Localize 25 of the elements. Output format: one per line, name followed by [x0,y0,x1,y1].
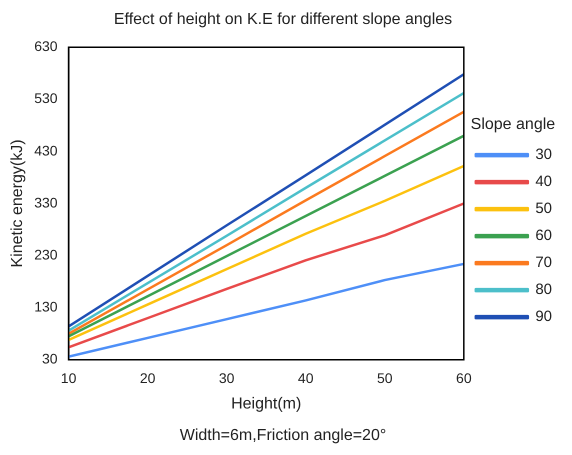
legend-label: 30 [535,146,552,164]
x-tick-label: 50 [376,370,393,386]
x-tick-label: 60 [456,370,472,386]
y-axis-title: Kinetic energy(kJ) [9,139,26,268]
y-tick-label: 430 [34,142,58,158]
chart-title: Effect of height on K.E for different slope angles [114,11,452,28]
legend-title: Slope angle [470,116,556,133]
y-tick-label: 130 [34,298,58,315]
y-tick-label: 330 [34,194,58,210]
x-axis-title: Height(m) [231,396,302,413]
legend-label: 80 [535,281,552,298]
text: Width=6m,Friction angle=20° [180,426,386,444]
legend-label: 40 [535,173,552,190]
legend-label: 60 [535,227,552,244]
legend-label: 50 [535,200,552,218]
x-tick-label: 20 [140,370,156,386]
legend-label: 90 [535,308,552,326]
y-tick-label: 630 [34,38,58,54]
y-tick-label: 30 [42,350,58,367]
x-tick-label: 30 [218,370,235,386]
y-tick-label: 530 [34,90,58,106]
legend-label: 70 [535,254,552,272]
x-tick-label: 10 [60,370,77,386]
y-tick-label: 230 [34,246,58,262]
x-tick-label: 40 [298,370,314,386]
